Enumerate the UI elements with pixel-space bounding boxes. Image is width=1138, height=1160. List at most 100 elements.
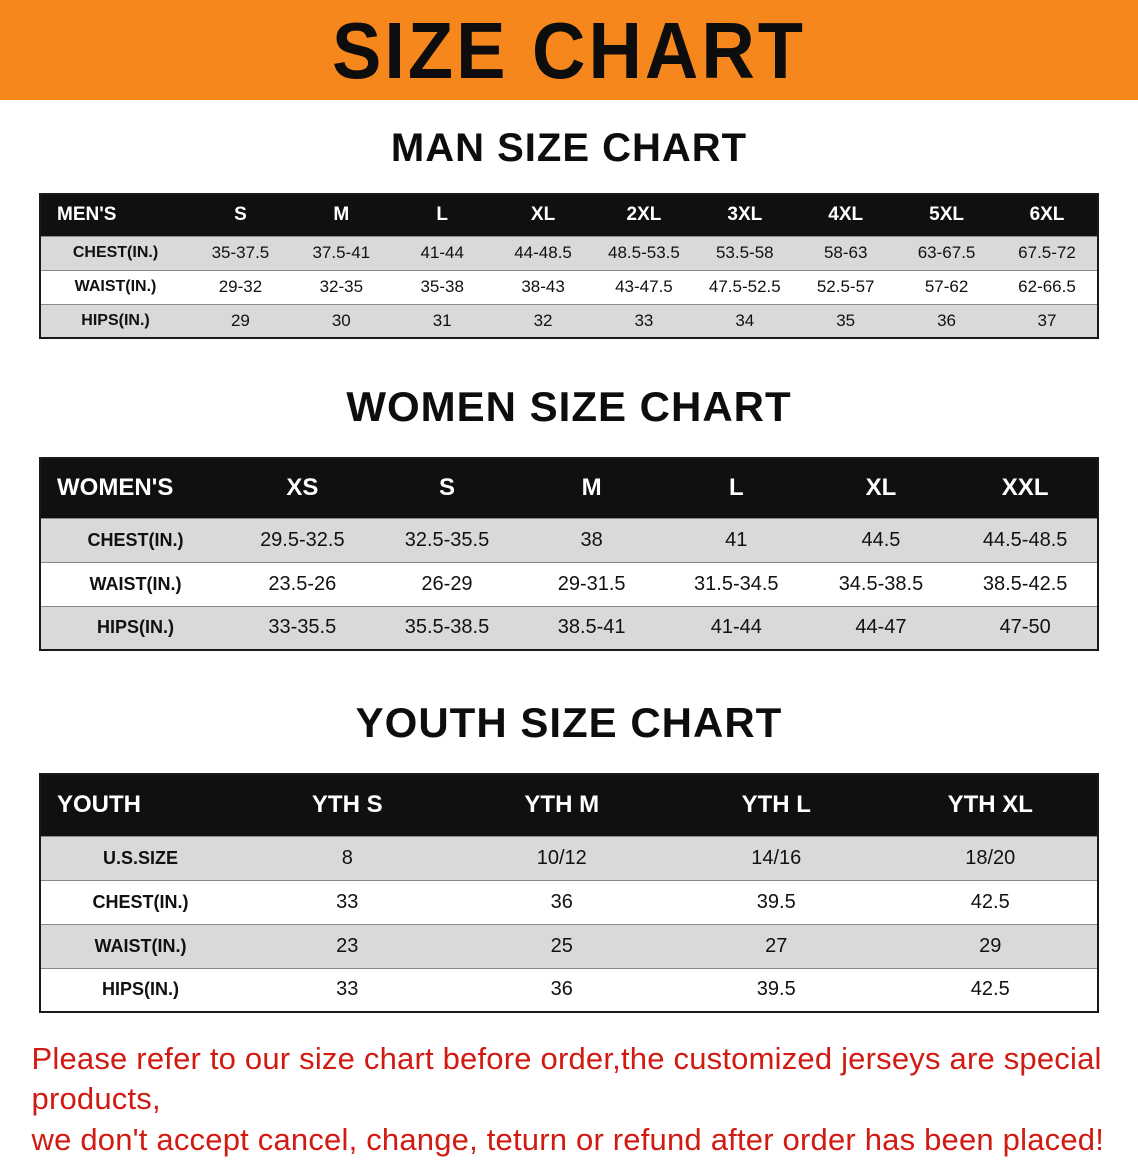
youth-size-header: YTH M xyxy=(454,774,669,836)
youth-waist-value: 23 xyxy=(336,934,359,957)
youth-hips-value: 36 xyxy=(550,978,573,1001)
youth-waist-row: WAIST(IN.) 23 25 27 29 xyxy=(40,924,1098,968)
youth-chest-value: 39.5 xyxy=(756,890,796,913)
women-chest-value: 41 xyxy=(725,528,748,551)
youth-waist-value: 29 xyxy=(979,934,1002,957)
men-waist-value: 35-38 xyxy=(420,277,464,296)
women-hips-row-label: HIPS(IN.) xyxy=(96,617,174,638)
men-chest-row-label: CHEST(IN.) xyxy=(72,244,159,261)
women-hips-value: 33-35.5 xyxy=(268,616,337,639)
youth-hips-value: 33 xyxy=(336,978,359,1001)
youth-ussize-row-label: U.S.SIZE xyxy=(102,847,178,868)
women-waist-value: 26-29 xyxy=(421,572,473,595)
women-size-header: XXL xyxy=(953,458,1098,518)
women-waist-value: 38.5-42.5 xyxy=(982,572,1068,595)
women-waist-value: 29-31.5 xyxy=(557,572,626,595)
women-chest-row-label: CHEST(IN.) xyxy=(87,529,184,550)
youth-chest-row: CHEST(IN.) 33 36 39.5 42.5 xyxy=(40,880,1098,924)
men-size-header: XL xyxy=(492,194,594,236)
women-waist-row: WAIST(IN.) 23.5-26 26-29 29-31.5 31.5-34… xyxy=(40,562,1098,606)
men-waist-row: WAIST(IN.) 29-32 32-35 35-38 38-43 43-47… xyxy=(40,270,1098,304)
men-chest-value: 58-63 xyxy=(823,243,868,262)
men-chest-value: 63-67.5 xyxy=(917,243,976,262)
men-hips-value: 34 xyxy=(735,310,755,330)
youth-waist-value: 25 xyxy=(550,934,573,957)
size-chart-banner: SIZE CHART xyxy=(0,0,1138,100)
women-chest-value: 32.5-35.5 xyxy=(404,528,490,551)
men-chest-value: 53.5-58 xyxy=(715,243,774,262)
women-size-table: WOMEN'S XS S M L XL XXL CHEST(IN.) 29.5-… xyxy=(39,457,1099,651)
men-chest-row: CHEST(IN.) 35-37.5 37.5-41 41-44 44-48.5… xyxy=(40,236,1098,270)
men-hips-row-label: HIPS(IN.) xyxy=(81,311,150,329)
men-size-header: L xyxy=(391,194,493,236)
men-waist-value: 38-43 xyxy=(521,277,565,296)
women-size-header: L xyxy=(663,458,809,518)
men-chest-value: 67.5-72 xyxy=(1018,243,1076,262)
youth-size-header: YTH XL xyxy=(883,774,1098,836)
youth-chest-value: 42.5 xyxy=(970,890,1010,913)
men-size-header: 6XL xyxy=(997,194,1098,236)
men-hips-value: 35 xyxy=(836,310,856,330)
youth-hips-value: 42.5 xyxy=(970,978,1010,1001)
youth-size-header: YTH L xyxy=(669,774,884,836)
men-waist-value: 43-47.5 xyxy=(615,277,673,296)
youth-ussize-value: 10/12 xyxy=(536,846,587,869)
men-hips-value: 30 xyxy=(331,310,351,330)
men-waist-value: 57-62 xyxy=(924,277,969,296)
women-chest-value: 44.5 xyxy=(861,528,901,551)
men-size-header: 4XL xyxy=(795,194,897,236)
men-waist-row-label: WAIST(IN.) xyxy=(74,278,157,295)
men-chest-value: 48.5-53.5 xyxy=(608,243,680,262)
women-hips-value: 44-47 xyxy=(855,616,907,639)
men-size-header: 5XL xyxy=(896,194,997,236)
men-hips-value: 36 xyxy=(937,310,957,330)
women-chart-heading: WOMEN SIZE CHART xyxy=(346,383,792,430)
men-chest-value: 35-37.5 xyxy=(211,243,270,262)
women-hips-value: 41-44 xyxy=(710,616,762,639)
women-size-header: S xyxy=(374,458,520,518)
women-size-header: XS xyxy=(230,458,375,518)
men-hips-value: 29 xyxy=(230,310,250,330)
men-waist-value: 29-32 xyxy=(218,277,263,296)
men-waist-value: 32-35 xyxy=(319,277,364,296)
order-notice: Please refer to our size chart before or… xyxy=(32,1039,1107,1160)
youth-chart-heading: YOUTH SIZE CHART xyxy=(355,699,783,746)
men-chest-value: 37.5-41 xyxy=(312,243,371,262)
banner-title: SIZE CHART xyxy=(332,5,806,95)
women-table-corner-label: WOMEN'S xyxy=(40,458,230,518)
men-size-header: 2XL xyxy=(593,194,695,236)
men-hips-value: 32 xyxy=(533,310,553,330)
youth-waist-value: 27 xyxy=(765,934,788,957)
youth-size-table: YOUTH YTH S YTH M YTH L YTH XL U.S.SIZE … xyxy=(39,773,1099,1013)
men-size-header: 3XL xyxy=(694,194,796,236)
men-hips-row: HIPS(IN.) 29 30 31 32 33 34 35 36 37 xyxy=(40,304,1098,338)
women-chest-value: 44.5-48.5 xyxy=(982,528,1068,551)
women-hips-row: HIPS(IN.) 33-35.5 35.5-38.5 38.5-41 41-4… xyxy=(40,606,1098,650)
men-hips-value: 37 xyxy=(1037,310,1057,330)
women-waist-row-label: WAIST(IN.) xyxy=(89,573,182,594)
men-size-table: MEN'S S M L XL 2XL 3XL 4XL 5XL 6XL CHEST… xyxy=(39,193,1099,339)
women-waist-value: 34.5-38.5 xyxy=(838,572,924,595)
youth-table-corner-label: YOUTH xyxy=(40,774,240,836)
youth-ussize-value: 14/16 xyxy=(751,846,802,869)
youth-chest-value: 33 xyxy=(336,890,359,913)
youth-size-header: YTH S xyxy=(240,774,455,836)
youth-waist-row-label: WAIST(IN.) xyxy=(94,935,187,956)
men-table-corner-label: MEN'S xyxy=(40,194,190,236)
women-table-header-row: WOMEN'S XS S M L XL XXL xyxy=(40,458,1098,518)
women-hips-value: 38.5-41 xyxy=(557,616,626,639)
women-waist-value: 31.5-34.5 xyxy=(694,572,779,595)
youth-table-header-row: YOUTH YTH S YTH M YTH L YTH XL xyxy=(40,774,1098,836)
women-waist-value: 23.5-26 xyxy=(268,572,337,595)
men-size-header: S xyxy=(190,194,291,236)
youth-ussize-value: 8 xyxy=(341,846,353,869)
youth-chest-row-label: CHEST(IN.) xyxy=(92,891,189,912)
women-size-header: XL xyxy=(808,458,954,518)
men-waist-value: 52.5-57 xyxy=(816,277,875,296)
youth-hips-value: 39.5 xyxy=(756,978,796,1001)
youth-hips-row: HIPS(IN.) 33 36 39.5 42.5 xyxy=(40,968,1098,1012)
men-chest-value: 44-48.5 xyxy=(514,243,572,262)
order-notice-line-1: Please refer to our size chart before or… xyxy=(31,1041,1102,1117)
women-hips-value: 47-50 xyxy=(999,616,1051,639)
women-chest-value: 38 xyxy=(580,528,603,551)
